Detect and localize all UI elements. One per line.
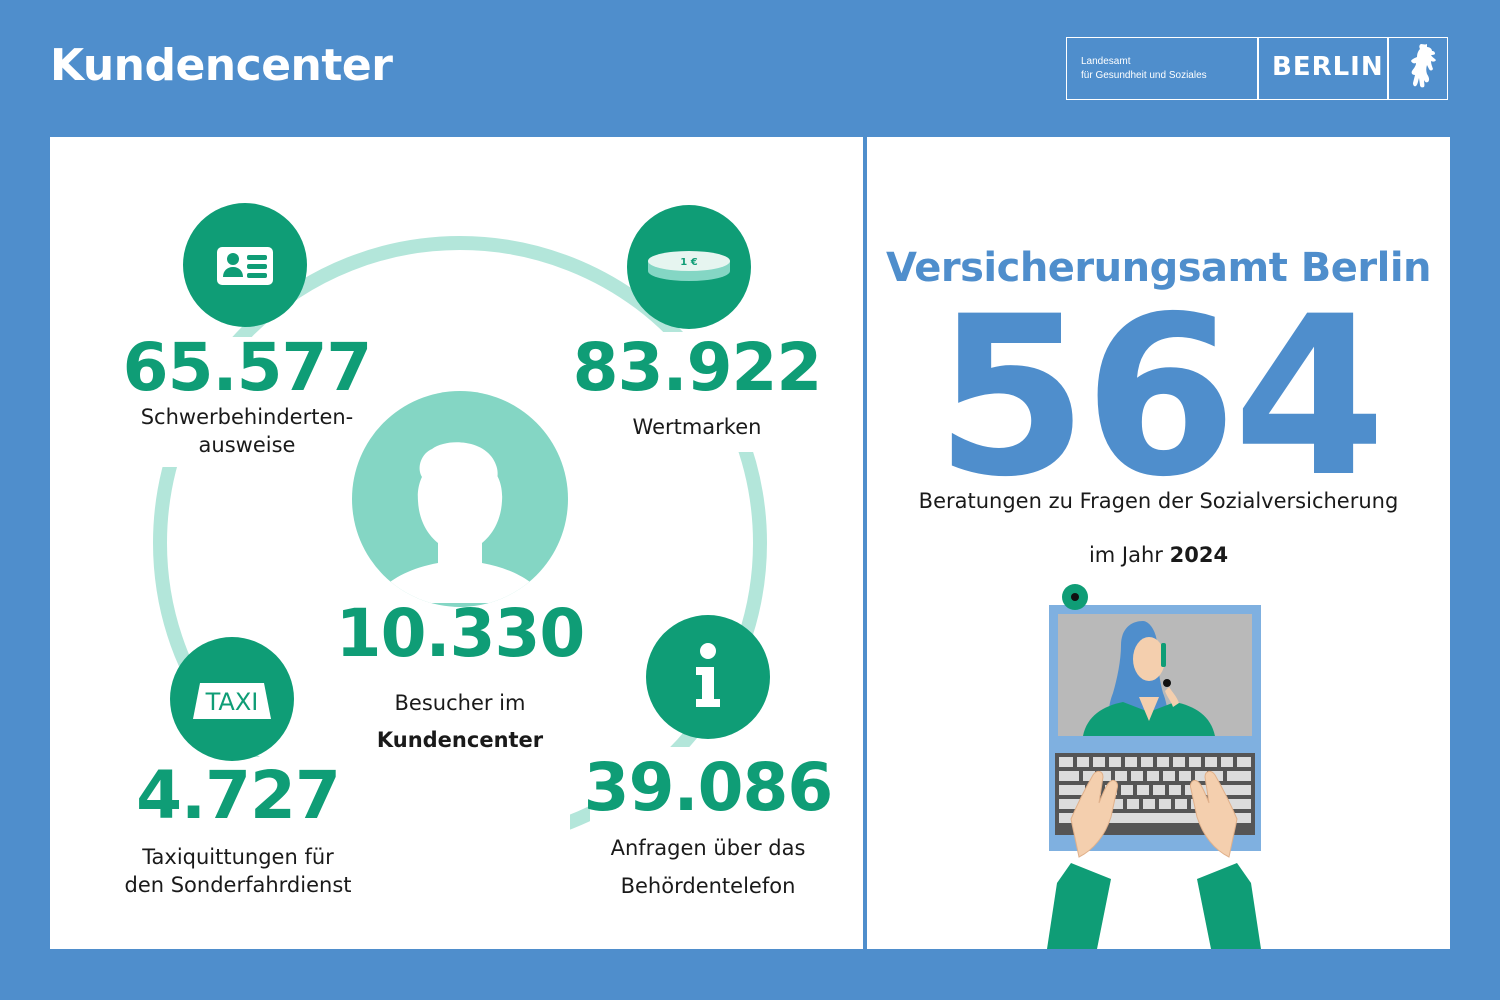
page-title: Kundencenter bbox=[50, 40, 393, 91]
stat-label-line1: Anfragen über das bbox=[610, 836, 806, 860]
year-value: 2024 bbox=[1169, 543, 1229, 567]
stat-value: 65.577 bbox=[122, 329, 373, 406]
ring-gap bbox=[590, 747, 850, 907]
stat-label: Anfragen über das Behördentelefon bbox=[548, 829, 868, 905]
center-label-line1: Besucher im bbox=[394, 691, 526, 715]
logo-org-text: Landesamt für Gesundheit und Soziales bbox=[1081, 55, 1207, 83]
center-label: Besucher im Kundencenter bbox=[300, 685, 620, 759]
taxi-label: TAXI bbox=[205, 688, 259, 716]
versicherungsamt-panel: Versicherungsamt Berlin 564 Beratungen z… bbox=[867, 137, 1450, 949]
logo-divider bbox=[1257, 38, 1259, 99]
logo-divider bbox=[1387, 38, 1389, 99]
person-icon bbox=[350, 391, 570, 857]
year-prefix: im Jahr bbox=[1088, 543, 1163, 567]
id-card-icon bbox=[183, 203, 307, 327]
logo-city: BERLIN bbox=[1272, 52, 1384, 82]
logo-org-line1: Landesamt bbox=[1081, 56, 1131, 67]
stat-label-line2: Behördentelefon bbox=[620, 874, 796, 898]
stat-label: Wertmarken bbox=[537, 413, 857, 441]
stat-value: 4.727 bbox=[136, 757, 341, 834]
stat-label: Schwerbehinderten- ausweise bbox=[87, 403, 407, 459]
stat-value: 39.086 bbox=[583, 749, 834, 826]
stat-label-line2: ausweise bbox=[198, 433, 296, 457]
stats-ring bbox=[110, 236, 850, 907]
consultations-number: 564 bbox=[934, 269, 1386, 525]
info-icon bbox=[646, 615, 770, 739]
stat-value: 83.922 bbox=[572, 329, 823, 406]
lageso-berlin-logo: Landesamt für Gesundheit und Soziales BE… bbox=[1066, 37, 1448, 100]
ring-gap bbox=[138, 337, 378, 467]
coin-icon: 1 € bbox=[627, 205, 751, 329]
stat-label-line1: Schwerbehinderten- bbox=[140, 405, 354, 429]
stat-label-line2: den Sonderfahrdienst bbox=[124, 873, 352, 897]
center-value: 10.330 bbox=[335, 595, 586, 672]
stat-label-line1: Taxiquittungen für bbox=[142, 845, 334, 869]
coin-label: 1 € bbox=[680, 257, 697, 268]
year-line: im Jahr 2024 bbox=[867, 543, 1450, 567]
video-call-laptop-illustration bbox=[1047, 584, 1261, 949]
consultations-label: Beratungen zu Fragen der Sozialversicher… bbox=[918, 489, 1399, 513]
stat-label: Taxiquittungen für den Sonderfahrdienst bbox=[78, 843, 398, 899]
taxi-icon: TAXI bbox=[170, 637, 294, 761]
ring-gap bbox=[580, 332, 840, 452]
stat-label-line1: Wertmarken bbox=[632, 415, 762, 439]
logo-org-line2: für Gesundheit und Soziales bbox=[1081, 70, 1207, 81]
versicherungsamt-title: Versicherungsamt Berlin bbox=[885, 245, 1432, 291]
kundencenter-panel: 1 € TAXI 65.577 Schwerbehinderten- auswe… bbox=[50, 137, 863, 949]
berlin-bear-icon bbox=[1411, 44, 1436, 88]
center-label-line2: Kundencenter bbox=[376, 728, 544, 752]
